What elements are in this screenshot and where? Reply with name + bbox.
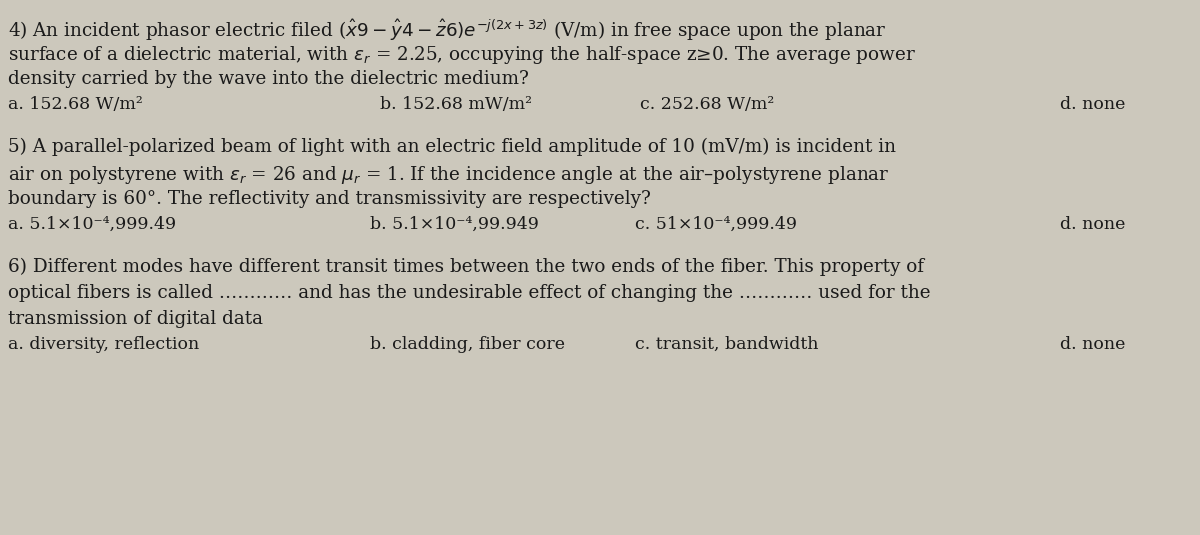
Text: a. 5.1×10⁻⁴,999.49: a. 5.1×10⁻⁴,999.49 xyxy=(8,216,176,233)
Text: transmission of digital data: transmission of digital data xyxy=(8,310,263,328)
Text: optical fibers is called ………… and has the undesirable effect of changing the ………: optical fibers is called ………… and has th… xyxy=(8,284,931,302)
Text: boundary is 60°. The reflectivity and transmissivity are respectively?: boundary is 60°. The reflectivity and tr… xyxy=(8,190,650,208)
Text: 4) An incident phasor electric filed ($\hat{x}9-\hat{y}4-\hat{z}6)e^{-j(2x+3z)}$: 4) An incident phasor electric filed ($\… xyxy=(8,18,887,43)
Text: b. 152.68 mW/m²: b. 152.68 mW/m² xyxy=(380,96,532,113)
Text: a. 152.68 W/m²: a. 152.68 W/m² xyxy=(8,96,143,113)
Text: surface of a dielectric material, with $\varepsilon_r$ = 2.25, occupying the hal: surface of a dielectric material, with $… xyxy=(8,44,916,66)
Text: 5) A parallel-polarized beam of light with an electric field amplitude of 10 (mV: 5) A parallel-polarized beam of light wi… xyxy=(8,138,896,156)
Text: c. 252.68 W/m²: c. 252.68 W/m² xyxy=(640,96,774,113)
Text: d. none: d. none xyxy=(1060,336,1126,353)
Text: b. 5.1×10⁻⁴,99.949: b. 5.1×10⁻⁴,99.949 xyxy=(370,216,539,233)
Text: air on polystyrene with $\varepsilon_r$ = 26 and $\mu_r$ = 1. If the incidence a: air on polystyrene with $\varepsilon_r$ … xyxy=(8,164,889,186)
Text: 6) Different modes have different transit times between the two ends of the fibe: 6) Different modes have different transi… xyxy=(8,258,924,276)
Text: a. diversity, reflection: a. diversity, reflection xyxy=(8,336,199,353)
Text: density carried by the wave into the dielectric medium?: density carried by the wave into the die… xyxy=(8,70,529,88)
Text: d. none: d. none xyxy=(1060,96,1126,113)
Text: d. none: d. none xyxy=(1060,216,1126,233)
Text: b. cladding, fiber core: b. cladding, fiber core xyxy=(370,336,565,353)
Text: c. transit, bandwidth: c. transit, bandwidth xyxy=(635,336,818,353)
Text: c. 51×10⁻⁴,999.49: c. 51×10⁻⁴,999.49 xyxy=(635,216,797,233)
